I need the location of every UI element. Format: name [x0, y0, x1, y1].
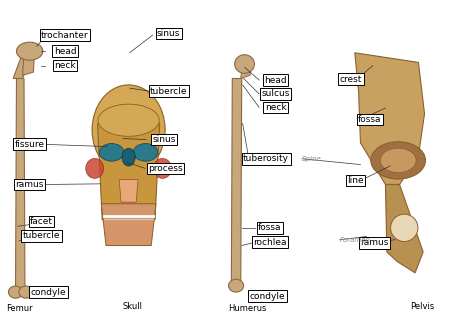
- Text: head: head: [54, 47, 76, 56]
- Polygon shape: [13, 53, 30, 78]
- Ellipse shape: [86, 158, 104, 179]
- Text: facet: facet: [30, 217, 53, 226]
- Text: fossa: fossa: [258, 223, 282, 232]
- Text: sulcus: sulcus: [262, 89, 290, 98]
- Ellipse shape: [154, 158, 172, 179]
- Polygon shape: [231, 78, 242, 284]
- Ellipse shape: [228, 279, 244, 292]
- Text: Spine: Spine: [302, 156, 322, 162]
- Ellipse shape: [9, 286, 23, 298]
- Text: tubercle: tubercle: [23, 231, 60, 240]
- Text: neck: neck: [265, 103, 286, 112]
- Circle shape: [371, 142, 426, 179]
- Text: Pelvis: Pelvis: [410, 302, 435, 311]
- Text: condyle: condyle: [250, 292, 285, 301]
- Text: trochanter: trochanter: [41, 30, 89, 40]
- Text: head: head: [264, 75, 287, 85]
- Text: fissure: fissure: [15, 140, 45, 149]
- Text: line: line: [347, 176, 364, 185]
- Polygon shape: [241, 66, 250, 78]
- Ellipse shape: [122, 148, 135, 166]
- Polygon shape: [355, 53, 425, 184]
- Circle shape: [17, 42, 43, 60]
- Text: rochlea: rochlea: [253, 238, 287, 247]
- Text: tubercle: tubercle: [150, 87, 187, 96]
- Text: sinus: sinus: [157, 29, 181, 38]
- Text: Foramen: Foramen: [340, 237, 371, 243]
- Ellipse shape: [235, 55, 255, 73]
- Text: tuberosity: tuberosity: [243, 154, 289, 163]
- Polygon shape: [16, 78, 25, 291]
- Ellipse shape: [92, 85, 165, 175]
- Polygon shape: [98, 123, 160, 220]
- Text: ramus: ramus: [16, 180, 44, 189]
- Polygon shape: [101, 204, 156, 246]
- Text: fossa: fossa: [358, 115, 382, 124]
- Text: crest: crest: [340, 75, 362, 84]
- Polygon shape: [119, 180, 138, 202]
- Text: neck: neck: [54, 61, 76, 70]
- Ellipse shape: [19, 286, 33, 298]
- Text: ramus: ramus: [360, 238, 389, 248]
- Ellipse shape: [100, 144, 124, 161]
- Circle shape: [380, 148, 416, 173]
- Text: Humerus: Humerus: [228, 304, 267, 313]
- Text: sinus: sinus: [152, 135, 176, 144]
- Text: condyle: condyle: [31, 288, 66, 296]
- Polygon shape: [385, 184, 423, 273]
- Text: Femur: Femur: [6, 304, 33, 313]
- Text: process: process: [148, 164, 182, 173]
- Ellipse shape: [133, 144, 158, 161]
- Polygon shape: [23, 53, 35, 75]
- Ellipse shape: [391, 214, 418, 241]
- Text: Skull: Skull: [123, 302, 143, 311]
- Ellipse shape: [98, 104, 159, 136]
